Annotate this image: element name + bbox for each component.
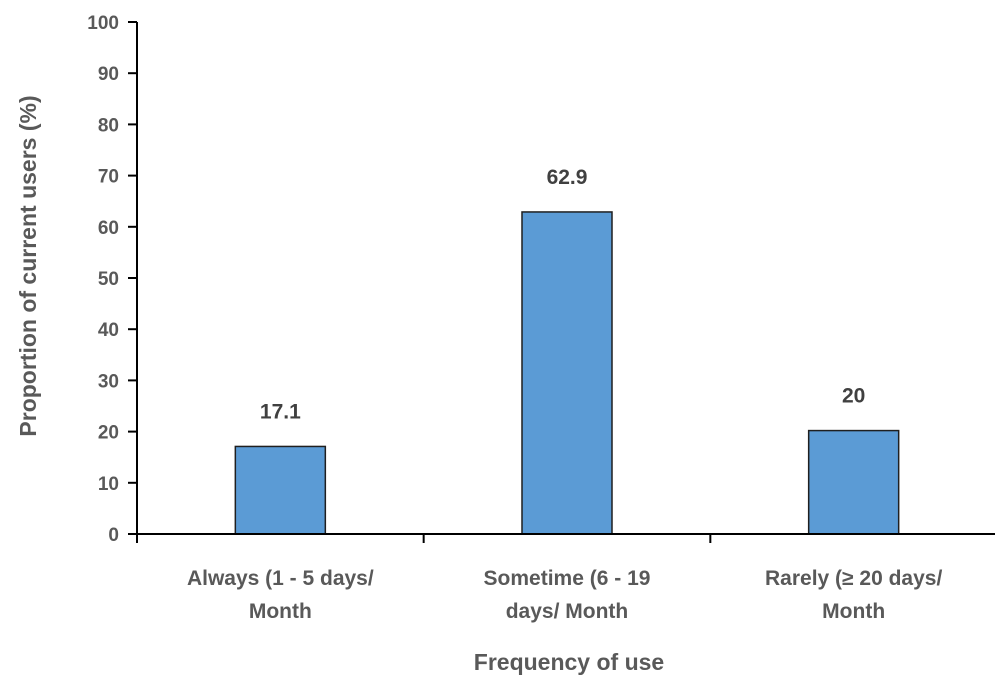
bar [234,445,327,535]
category-label: Rarely (≥ 20 days/Month [765,567,942,623]
data-labels: 17.1 62.9 20 [260,166,865,423]
bars [234,211,900,535]
y-tick-label: 100 [87,13,119,34]
category-label: Sometime (6 - 19 days/ Month [484,567,651,623]
x-axis-ticks [136,534,712,543]
category-labels: Always (1 - 5 days/Month Sometime (6 - 19… [187,567,943,623]
y-axis-title: Proportion of current users (%) [15,95,41,436]
bar [807,429,900,535]
y-axis-ticks: 0 10 20 30 40 50 60 70 80 90 100 [87,13,137,546]
y-tick-label: 0 [108,525,119,546]
y-tick-label: 60 [98,218,119,239]
y-tick-label: 30 [98,371,119,392]
y-tick-label: 90 [98,64,119,85]
y-tick-label: 50 [98,269,119,290]
bar-data-label: 17.1 [260,400,301,423]
y-tick-label: 10 [98,474,119,495]
bar-data-label: 62.9 [547,166,588,189]
y-tick-label: 40 [98,320,119,341]
category-label: Always (1 - 5 days/Month [187,567,374,623]
x-axis-title: Frequency of use [474,649,664,675]
y-tick-label: 80 [98,115,119,136]
y-tick-label: 20 [98,423,119,444]
bar-data-label: 20 [842,385,865,408]
bar [521,211,613,535]
y-tick-label: 70 [98,167,119,188]
